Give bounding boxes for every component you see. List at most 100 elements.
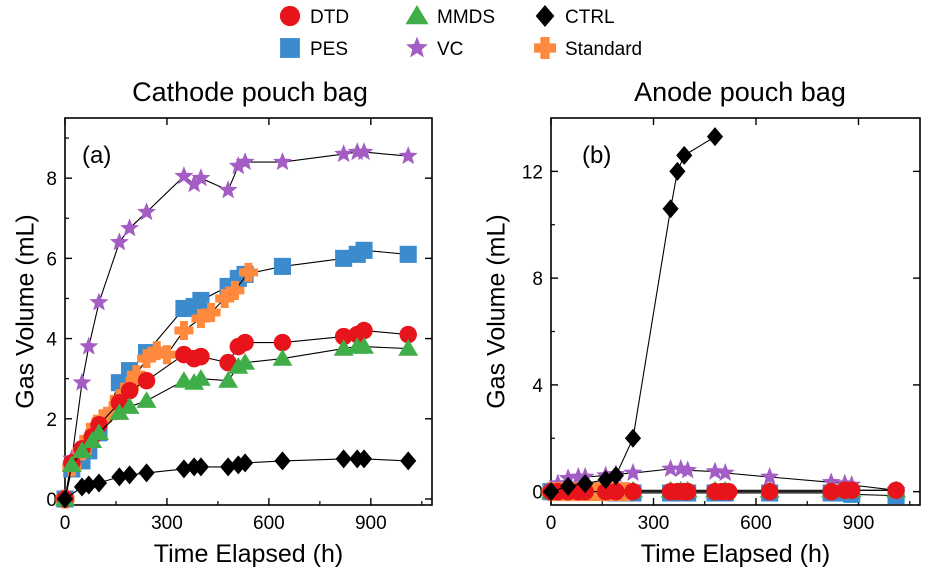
data-point-ctrl — [624, 428, 642, 448]
data-point-vc — [623, 463, 643, 482]
series-vc — [55, 142, 418, 508]
data-point-standard — [215, 288, 235, 308]
data-point-ctrl — [577, 474, 594, 494]
data-point-ctrl — [73, 477, 91, 497]
legend-marker-ctrl — [535, 5, 555, 27]
data-point-vc — [354, 142, 374, 161]
series-line-vc — [64, 151, 409, 500]
plot-frame — [64, 117, 433, 506]
panel-anode: Anode pouch bag 0 300 600 900 0 4 8 12 Time Elaps… — [483, 77, 921, 568]
legend-label-vc: VC — [437, 39, 463, 60]
data-point-vc — [137, 202, 157, 221]
data-point-vc — [715, 463, 735, 482]
data-point-vc — [272, 152, 292, 171]
legend-marker-mmds — [405, 5, 429, 25]
y-tick-label: 6 — [46, 249, 57, 270]
data-point-vc — [174, 166, 194, 185]
series-ctrl — [542, 127, 724, 502]
data-point-ctrl — [335, 449, 352, 469]
data-point-dtd — [842, 481, 861, 500]
series-dtd — [542, 481, 905, 501]
data-point-vc — [235, 152, 255, 171]
data-point-dtd — [334, 327, 353, 346]
data-point-pes — [355, 241, 373, 259]
legend-item-ctrl: CTRL — [535, 5, 615, 28]
y-tick-label: 4 — [532, 376, 543, 397]
data-point-mmds — [119, 397, 140, 414]
data-point-ctrl — [111, 467, 128, 487]
data-point-dtd — [719, 482, 738, 501]
data-point-standard — [157, 345, 177, 365]
data-point-dtd — [624, 482, 642, 501]
legend: DTD MMDS CTRL PES VC Standard — [279, 5, 642, 60]
data-point-vc — [228, 156, 248, 175]
data-point-dtd — [678, 482, 697, 501]
data-point-vc — [79, 336, 99, 355]
data-point-dtd — [273, 333, 292, 352]
data-point-dtd — [607, 482, 625, 501]
data-point-ctrl — [662, 199, 679, 219]
data-point-standard — [126, 365, 146, 385]
y-tick-label: 4 — [46, 330, 57, 351]
data-point-dtd — [355, 321, 373, 340]
legend-label-ctrl: CTRL — [565, 7, 615, 28]
legend-label-pes: PES — [310, 39, 348, 60]
data-point-standard — [225, 280, 245, 300]
data-point-vc — [89, 292, 109, 311]
panel-cathode: Cathode pouch bag 0 300 600 900 0 2 4 6 8 Time Ela… — [12, 77, 433, 568]
data-point-dtd — [887, 481, 905, 500]
legend-label-mmds: MMDS — [437, 7, 495, 28]
data-point-mmds — [136, 391, 157, 408]
legend-label-dtd: DTD — [310, 7, 349, 28]
panel-title: Cathode pouch bag — [132, 77, 368, 107]
y-axis-label: Gas Volume (mL) — [12, 214, 40, 409]
data-point-vc — [678, 460, 698, 479]
data-point-ctrl — [607, 466, 624, 486]
panel-label: (a) — [82, 142, 111, 169]
data-point-vc — [120, 218, 140, 237]
data-point-mmds — [398, 339, 419, 356]
data-point-vc — [72, 372, 92, 391]
data-point-ctrl — [80, 475, 97, 495]
data-point-pes — [192, 291, 210, 310]
data-point-mmds — [190, 369, 211, 386]
x-tick-label: 900 — [843, 513, 875, 534]
data-point-ctrl — [56, 489, 74, 509]
legend-item-standard: Standard — [534, 37, 642, 60]
series-line-ctrl — [550, 136, 716, 493]
x-tick-label: 0 — [60, 513, 71, 534]
data-point-ctrl — [542, 482, 560, 502]
data-point-dtd — [822, 482, 840, 501]
data-point-dtd — [236, 333, 254, 352]
data-point-ctrl — [676, 145, 693, 165]
data-point-dtd — [760, 482, 779, 501]
data-point-standard — [174, 321, 194, 341]
data-point-ctrl — [274, 451, 291, 471]
x-axis-label: Time Elapsed (h) — [154, 540, 343, 568]
data-point-ctrl — [706, 127, 724, 147]
y-tick-label: 0 — [46, 490, 57, 511]
data-point-vc — [218, 180, 238, 199]
data-point-vc — [661, 458, 681, 478]
legend-marker-pes — [280, 38, 300, 58]
data-point-ctrl — [400, 451, 417, 471]
data-point-mmds — [89, 423, 109, 440]
data-point-ctrl — [220, 457, 237, 477]
data-point-dtd — [120, 381, 139, 400]
data-point-mmds — [218, 371, 239, 388]
data-point-dtd — [137, 371, 156, 390]
data-point-ctrl — [138, 463, 155, 483]
legend-label-standard: Standard — [565, 39, 642, 60]
y-tick-label: 0 — [532, 483, 543, 504]
data-point-vc — [191, 168, 211, 187]
legend-item-vc: VC — [406, 36, 463, 60]
y-tick-label: 8 — [46, 169, 57, 190]
data-point-mmds — [109, 403, 130, 420]
x-tick-label: 900 — [355, 513, 387, 534]
panel-title: Anode pouch bag — [634, 77, 846, 107]
data-point-ctrl — [237, 453, 254, 473]
data-point-standard — [147, 341, 167, 361]
data-point-standard — [239, 262, 258, 282]
data-point-mmds — [61, 455, 82, 473]
data-point-pes — [335, 249, 353, 267]
